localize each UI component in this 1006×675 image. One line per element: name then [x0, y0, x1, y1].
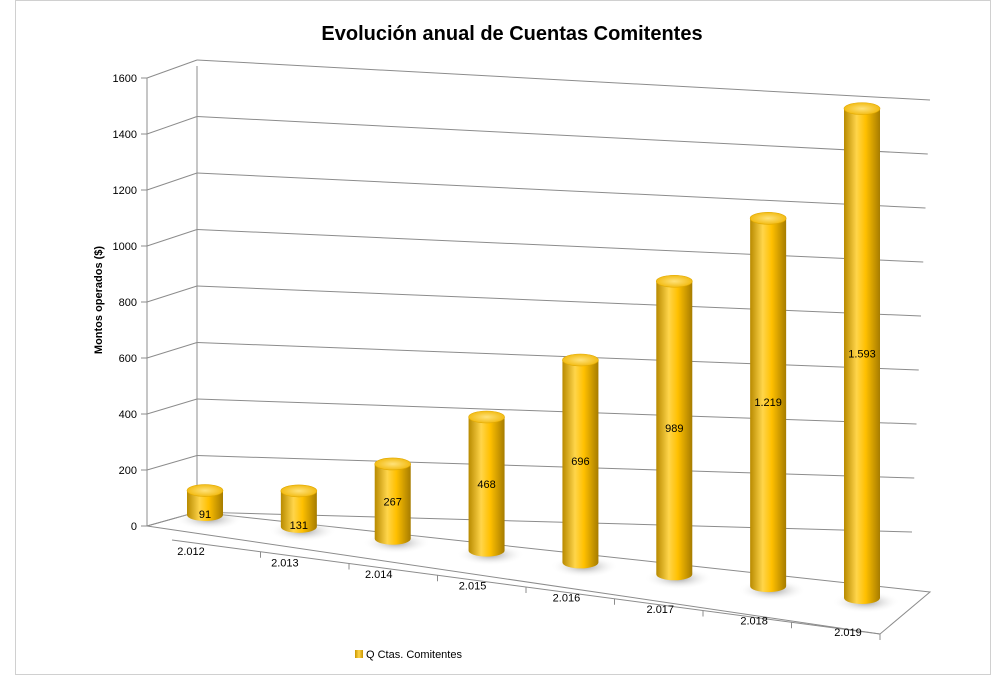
side-gridline	[146, 116, 198, 135]
gridline	[196, 342, 919, 371]
bar-top	[655, 274, 693, 288]
bar-top	[374, 457, 412, 471]
data-label: 91	[199, 509, 211, 521]
data-label: 267	[384, 496, 402, 508]
gridline	[196, 285, 922, 317]
side-gridline	[146, 285, 198, 303]
y-tick-label: 800	[119, 297, 137, 309]
x-tick-label: 2.013	[271, 558, 299, 570]
gridline	[196, 455, 915, 479]
bar	[562, 360, 599, 569]
gridline	[196, 59, 931, 101]
gridline	[196, 398, 917, 425]
legend-label: Q Ctas. Comitentes	[366, 649, 462, 661]
bar	[750, 218, 787, 593]
bar-top	[749, 212, 787, 225]
x-axis-ticks: 2.012 2.013 2.014 2.015 2.016 2.017 2.018 2.019	[177, 546, 881, 640]
gridline	[196, 229, 924, 263]
bar	[468, 417, 505, 557]
bar	[656, 281, 693, 581]
y-tick-label: 1600	[113, 73, 137, 85]
bar-top	[562, 353, 599, 367]
bar	[374, 463, 411, 545]
side-gridline	[146, 59, 198, 79]
legend: Q Ctas. Comitentes	[355, 649, 462, 661]
data-label: 696	[571, 456, 589, 468]
data-labels: 91 131 267 468 696 989 1.219 1.593	[199, 348, 876, 532]
x-tick-label: 2.016	[553, 592, 581, 604]
bar	[280, 490, 317, 533]
bar-top	[843, 102, 881, 115]
data-label: 468	[477, 479, 495, 491]
bar-top	[280, 484, 318, 498]
gridline	[196, 172, 926, 209]
gridline	[196, 116, 928, 155]
bar-top	[186, 484, 224, 497]
x-tick-label: 2.015	[459, 581, 487, 593]
y-axis-ticks: 0 200 400 600 800 1000 1200 1400 1600	[113, 73, 147, 533]
y-tick-label: 400	[119, 409, 137, 421]
side-gridline	[146, 455, 198, 471]
x-tick-label: 2.014	[365, 569, 393, 581]
side-gridline	[146, 342, 198, 359]
bar	[844, 108, 880, 604]
side-gridline	[146, 172, 198, 191]
bar-top	[468, 410, 505, 424]
x-tick-label: 2.018	[740, 615, 768, 627]
y-tick-label: 1200	[113, 185, 137, 197]
chart-title: Evolución anual de Cuentas Comitentes	[321, 23, 702, 45]
y-tick-label: 600	[119, 353, 137, 365]
y-tick-label: 1000	[113, 241, 137, 253]
x-tick-label: 2.019	[834, 627, 862, 639]
bars	[175, 102, 900, 613]
x-tick-label: 2.017	[647, 604, 675, 616]
data-label: 1.593	[848, 348, 876, 360]
y-tick-label: 200	[119, 465, 137, 477]
y-tick-label: 1400	[113, 129, 137, 141]
data-label: 131	[290, 520, 308, 532]
bar	[187, 490, 223, 521]
legend-swatch	[355, 650, 363, 658]
side-gridline	[146, 398, 198, 415]
data-label: 989	[665, 423, 683, 435]
side-gridline	[146, 229, 198, 247]
x-tick-label: 2.012	[177, 546, 205, 558]
y-tick-label: 0	[131, 521, 137, 533]
y-axis-label: Montos operados ($)	[93, 246, 105, 355]
data-label: 1.219	[754, 397, 782, 409]
